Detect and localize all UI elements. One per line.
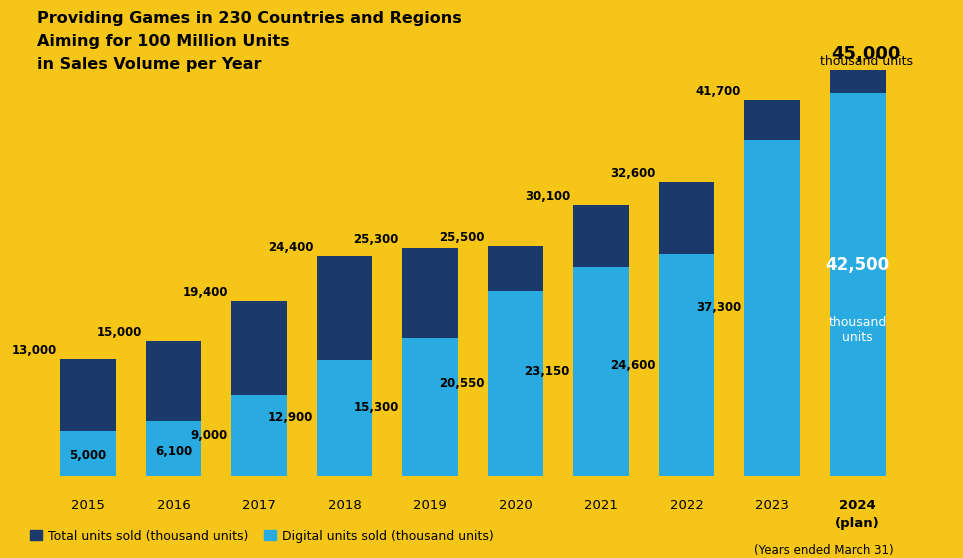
Bar bbox=[573, 205, 629, 267]
Text: 20,550: 20,550 bbox=[439, 377, 484, 390]
Text: 2023: 2023 bbox=[755, 499, 789, 512]
Text: 6,100: 6,100 bbox=[155, 445, 193, 458]
Bar bbox=[659, 254, 715, 476]
Text: 25,300: 25,300 bbox=[353, 233, 399, 246]
Bar bbox=[231, 395, 287, 476]
Bar bbox=[573, 267, 629, 476]
Text: 32,600: 32,600 bbox=[611, 167, 656, 180]
Text: 5,000: 5,000 bbox=[69, 449, 107, 462]
Text: Aiming for 100 Million Units: Aiming for 100 Million Units bbox=[37, 34, 290, 49]
Text: 2018: 2018 bbox=[327, 499, 361, 512]
Text: (Years ended March 31): (Years ended March 31) bbox=[754, 543, 894, 557]
Text: 2016: 2016 bbox=[157, 499, 191, 512]
Bar bbox=[403, 338, 458, 476]
Bar bbox=[488, 246, 543, 291]
Text: 2020: 2020 bbox=[499, 499, 533, 512]
Text: 15,000: 15,000 bbox=[97, 326, 143, 339]
Text: 37,300: 37,300 bbox=[695, 301, 741, 314]
Bar bbox=[830, 93, 886, 476]
Bar bbox=[830, 70, 886, 93]
Bar bbox=[317, 256, 373, 360]
Bar bbox=[61, 359, 116, 431]
Bar bbox=[317, 360, 373, 476]
Bar bbox=[744, 140, 800, 476]
Text: thousand
units: thousand units bbox=[828, 316, 887, 344]
Bar bbox=[488, 291, 543, 476]
Text: 2019: 2019 bbox=[413, 499, 447, 512]
Text: 30,100: 30,100 bbox=[525, 190, 570, 203]
Text: 2021: 2021 bbox=[585, 499, 618, 512]
Text: thousand units: thousand units bbox=[820, 55, 913, 68]
Text: 2024: 2024 bbox=[840, 499, 876, 512]
Bar bbox=[145, 341, 201, 421]
Text: (plan): (plan) bbox=[835, 517, 880, 530]
Text: 45,000: 45,000 bbox=[832, 45, 901, 63]
Text: 24,400: 24,400 bbox=[268, 241, 313, 254]
Bar bbox=[61, 431, 116, 476]
Text: 41,700: 41,700 bbox=[695, 85, 741, 98]
Text: 24,600: 24,600 bbox=[610, 359, 656, 372]
Text: 23,150: 23,150 bbox=[525, 365, 570, 378]
Bar bbox=[145, 421, 201, 476]
Bar bbox=[659, 182, 715, 254]
Text: 2015: 2015 bbox=[71, 499, 105, 512]
Text: in Sales Volume per Year: in Sales Volume per Year bbox=[37, 56, 261, 71]
Text: 42,500: 42,500 bbox=[825, 256, 890, 274]
Text: 9,000: 9,000 bbox=[191, 429, 228, 442]
Bar bbox=[744, 100, 800, 140]
Text: Providing Games in 230 Countries and Regions: Providing Games in 230 Countries and Reg… bbox=[37, 12, 461, 26]
Text: 15,300: 15,300 bbox=[353, 401, 399, 413]
Text: 19,400: 19,400 bbox=[182, 286, 228, 299]
Text: 25,500: 25,500 bbox=[439, 231, 484, 244]
Legend: Total units sold (thousand units), Digital units sold (thousand units): Total units sold (thousand units), Digit… bbox=[30, 530, 494, 542]
Bar bbox=[231, 301, 287, 395]
Bar bbox=[403, 248, 458, 338]
Text: 13,000: 13,000 bbox=[12, 344, 57, 357]
Text: 2017: 2017 bbox=[242, 499, 276, 512]
Text: 12,900: 12,900 bbox=[268, 411, 313, 425]
Text: 2022: 2022 bbox=[669, 499, 704, 512]
